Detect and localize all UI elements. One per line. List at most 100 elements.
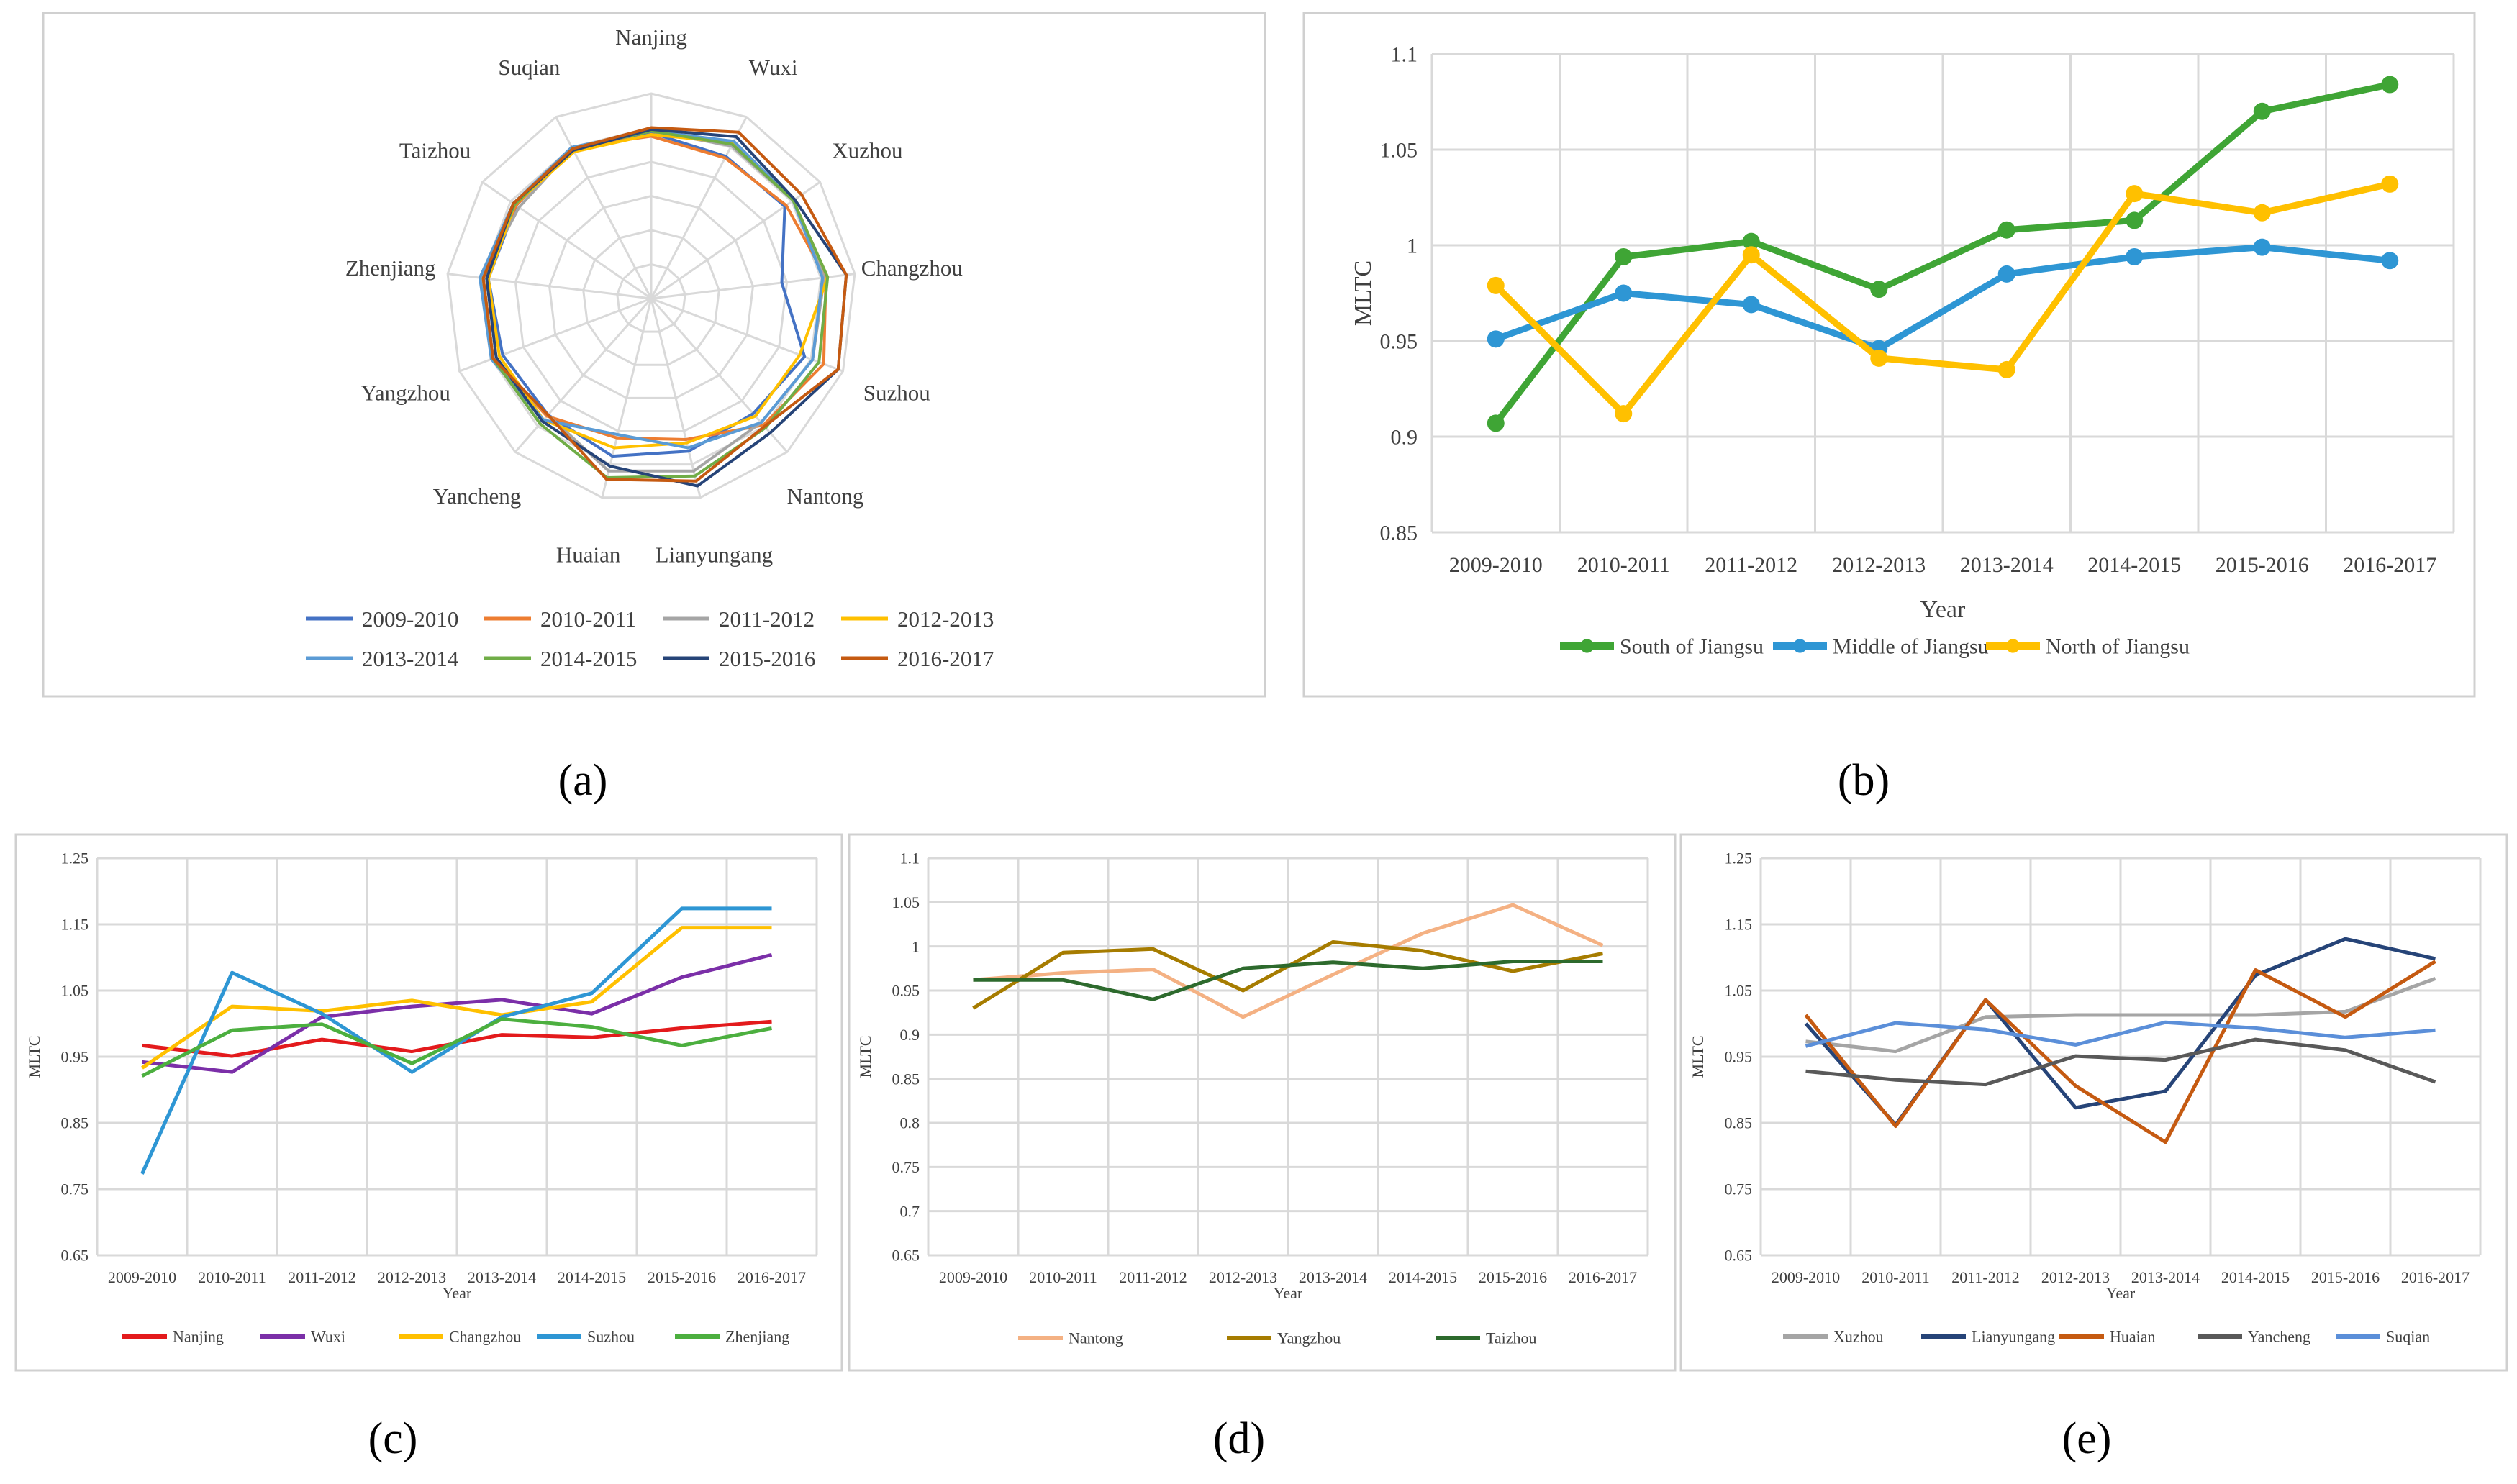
x-tick-label: 2016-2017 (1569, 1268, 1637, 1286)
x-tick-label: 2009-2010 (1449, 553, 1543, 577)
data-point (1487, 330, 1505, 348)
radar-spoke (650, 181, 821, 300)
x-tick-label: 2013-2014 (1960, 553, 2054, 577)
y-tick-label: 0.95 (1380, 330, 1418, 354)
series-line (1495, 244, 2390, 352)
y-tick-label: 0.65 (1725, 1247, 1753, 1265)
radar-spoke (650, 273, 856, 300)
legend-entry: 2015-2016 (719, 646, 815, 671)
radar-grid-ring (514, 160, 789, 432)
x-tick-label: 2015-2016 (2311, 1268, 2380, 1286)
radar-grid-ring (582, 229, 720, 366)
y-tick-label: 1.25 (1725, 850, 1753, 868)
legend-entry: 2016-2017 (897, 646, 994, 671)
legend-marker (2005, 639, 2021, 653)
radar-axis-label: Nantong (787, 483, 864, 509)
data-point (1487, 414, 1505, 432)
y-tick-label: 0.75 (1725, 1180, 1753, 1198)
radar-axis-label: Yangzhou (361, 380, 450, 405)
data-point (2253, 238, 2271, 256)
y-tick-label: 1.05 (1725, 982, 1753, 1000)
panel-c-frame (14, 833, 843, 1372)
radar-axis-label: Huaian (556, 542, 621, 567)
subplot-label-a: (a) (558, 756, 608, 805)
radar-spoke (650, 297, 844, 373)
radar-spoke (601, 298, 653, 499)
y-tick-label: 0.65 (61, 1247, 89, 1265)
legend-entry: Lianyungang (1972, 1328, 2055, 1346)
subplot-label-b: (b) (1838, 756, 1890, 805)
legend-marker (1579, 639, 1595, 653)
y-tick-label: 1.05 (892, 893, 920, 911)
y-tick-label: 0.9 (900, 1026, 920, 1044)
data-point (1997, 360, 2015, 378)
series-line (140, 906, 772, 1175)
x-tick-label: 2011-2012 (1119, 1268, 1187, 1286)
legend-entry: Changzhou (449, 1328, 521, 1346)
data-point (2253, 204, 2271, 222)
data-point (1997, 221, 2015, 239)
series-line (1805, 1020, 2436, 1048)
y-tick-label: 1.05 (1380, 139, 1418, 163)
legend-entry: Yangzhou (1277, 1329, 1341, 1347)
legend-entry: North of Jiangsu (2046, 635, 2190, 659)
data-point (2126, 211, 2144, 229)
legend-entry: Suqian (2386, 1328, 2430, 1346)
legend-entry: 2013-2014 (362, 646, 459, 671)
y-axis-title: MLTC (856, 1035, 874, 1078)
legend-entry: 2010-2011 (540, 606, 636, 632)
x-tick-label: 2014-2015 (2087, 553, 2181, 577)
legend-entry: Nanjing (173, 1328, 224, 1346)
data-point (2381, 252, 2399, 270)
series-line (1805, 1037, 2436, 1087)
x-tick-label: 2012-2013 (1209, 1268, 1277, 1286)
y-tick-label: 0.8 (900, 1114, 920, 1132)
y-tick-label: 1.15 (1725, 916, 1753, 934)
series-line (141, 926, 772, 1070)
subplot-label-c: (c) (368, 1414, 418, 1463)
x-tick-label: 2012-2013 (1832, 553, 1926, 577)
subplot-label-e: (e) (2062, 1414, 2112, 1463)
panel-a-frame (42, 12, 1266, 698)
y-tick-label: 0.95 (892, 982, 920, 1000)
radar-axis-label: Wuxi (749, 55, 798, 80)
data-point (2253, 102, 2271, 120)
x-tick-label: 2016-2017 (738, 1268, 806, 1286)
y-tick-label: 0.65 (892, 1247, 920, 1265)
y-tick-label: 0.95 (61, 1048, 89, 1066)
radar-axis-label: Taizhou (399, 138, 471, 163)
data-point (2126, 247, 2144, 265)
x-tick-label: 2009-2010 (108, 1268, 176, 1286)
legend-entry: 2011-2012 (719, 606, 815, 632)
legend-entry: Taizhou (1486, 1329, 1537, 1347)
x-tick-label: 2012-2013 (378, 1268, 446, 1286)
series-line (973, 960, 1603, 1001)
x-tick-label: 2009-2010 (1772, 1268, 1840, 1286)
x-tick-label: 2015-2016 (1479, 1268, 1547, 1286)
data-point (1487, 276, 1505, 294)
legend-entry: Yancheng (2248, 1328, 2310, 1346)
legend-entry: Suzhou (587, 1328, 635, 1346)
panel-d-frame (848, 833, 1677, 1372)
y-tick-label: 1.1 (900, 850, 920, 868)
y-axis-title: MLTC (1689, 1035, 1707, 1078)
series-line (1804, 960, 2436, 1144)
radar-spoke (481, 181, 652, 300)
y-tick-label: 0.75 (61, 1180, 89, 1198)
legend-entry: South of Jiangsu (1620, 635, 1764, 659)
x-axis-title: Year (1920, 596, 1966, 623)
legend-entry: Xuzhou (1833, 1328, 1884, 1346)
x-tick-label: 2013-2014 (468, 1268, 536, 1286)
radar-grid-ring (616, 263, 686, 333)
y-tick-label: 0.85 (892, 1070, 920, 1088)
data-point (1997, 265, 2015, 283)
panel-c-line-chart: 0.65 0.75 0.85 0.95 1.05 1.15 1.25 2009-2010 201… (25, 850, 818, 1346)
legend-entry: 2014-2015 (540, 646, 637, 671)
x-tick-label: 2010-2011 (198, 1268, 266, 1286)
radar-series-line (481, 126, 848, 483)
panel-b-line-chart: 0.85 0.9 0.95 1 1.05 1.1 2009-2010 2010-2011 201… (1350, 43, 2455, 659)
x-tick-label: 2016-2017 (2401, 1268, 2470, 1286)
panel-a-radar-chart: Nanjing Wuxi Xuzhou Changzhou Suzhou Nantong L… (306, 24, 994, 671)
x-tick-label: 2013-2014 (2131, 1268, 2200, 1286)
data-point (1615, 247, 1633, 265)
